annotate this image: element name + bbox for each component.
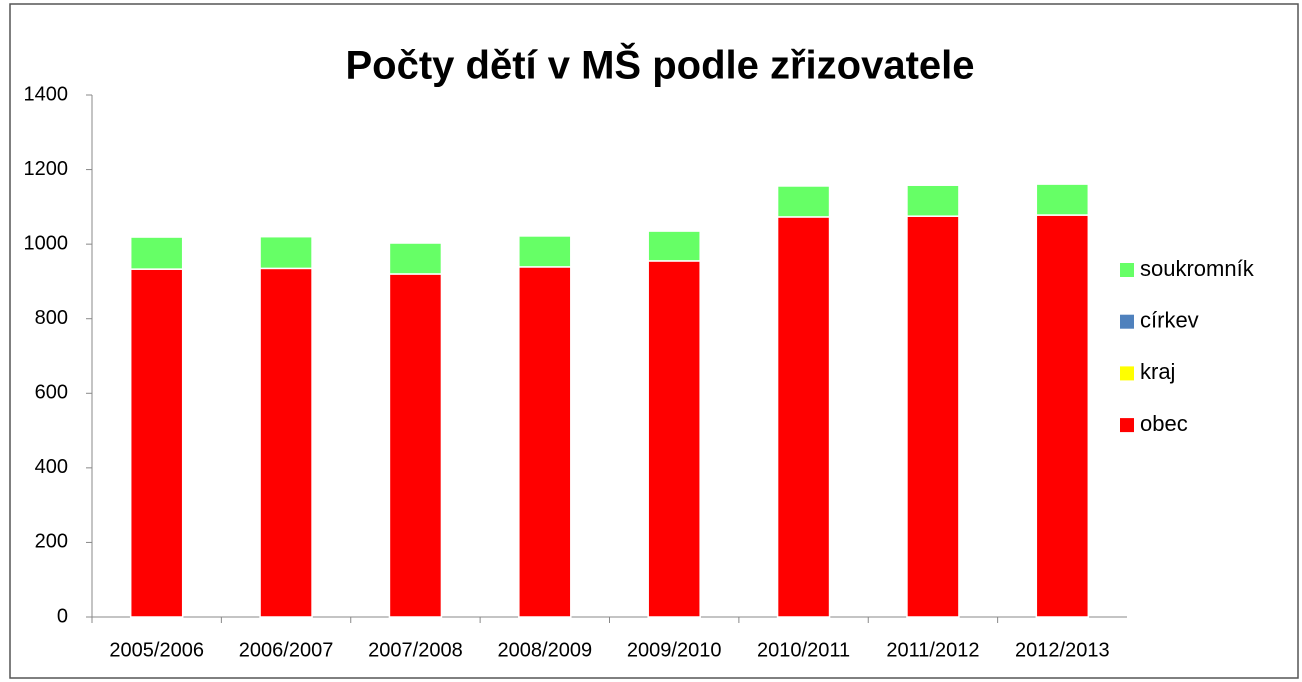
bar-segment <box>129 236 184 270</box>
bar-segment <box>1035 183 1090 216</box>
x-tick-label: 2011/2012 <box>886 639 979 661</box>
y-tick-label: 1200 <box>24 158 69 180</box>
y-tick-label: 800 <box>35 307 68 329</box>
bar-segment <box>129 268 184 618</box>
x-tick-label: 2005/2006 <box>109 639 204 661</box>
legend-label: církev <box>1140 308 1199 333</box>
bar-segment <box>647 230 701 262</box>
bar-segment <box>776 185 831 218</box>
y-tick-label: 0 <box>57 605 68 627</box>
bar-segment <box>518 266 572 618</box>
bar-segment <box>388 273 443 618</box>
bar-segment <box>906 184 960 217</box>
x-tick-label: 2009/2010 <box>627 639 722 661</box>
bar-segment <box>518 235 572 268</box>
bar-segment <box>1035 214 1090 618</box>
legend-swatch <box>1120 314 1134 329</box>
x-tick-label: 2007/2008 <box>368 639 463 661</box>
x-tick-label: 2008/2009 <box>498 639 593 661</box>
y-tick-label: 200 <box>35 531 68 553</box>
bar-segment <box>388 242 443 275</box>
y-tick-label: 1000 <box>24 232 69 254</box>
legend-label: obec <box>1140 411 1188 436</box>
bar-segment <box>776 216 831 618</box>
legend-swatch <box>1120 366 1134 381</box>
bar-segment <box>259 267 313 618</box>
legend-label: soukromník <box>1140 256 1255 281</box>
x-tick-label: 2012/2013 <box>1015 639 1110 661</box>
x-tick-label: 2010/2011 <box>757 639 850 661</box>
bar-segment <box>259 235 313 270</box>
y-tick-label: 600 <box>35 382 68 404</box>
chart-title: Počty dětí v MŠ podle zřizovatele <box>345 42 974 88</box>
y-tick-label: 400 <box>35 456 68 478</box>
legend-swatch <box>1120 263 1134 277</box>
x-tick-label: 2006/2007 <box>239 639 334 661</box>
legend-swatch <box>1120 418 1134 433</box>
bar-segment <box>906 215 960 618</box>
y-tick-label: 1400 <box>24 83 69 105</box>
legend-label: kraj <box>1140 359 1175 384</box>
bar-segment <box>647 260 701 618</box>
